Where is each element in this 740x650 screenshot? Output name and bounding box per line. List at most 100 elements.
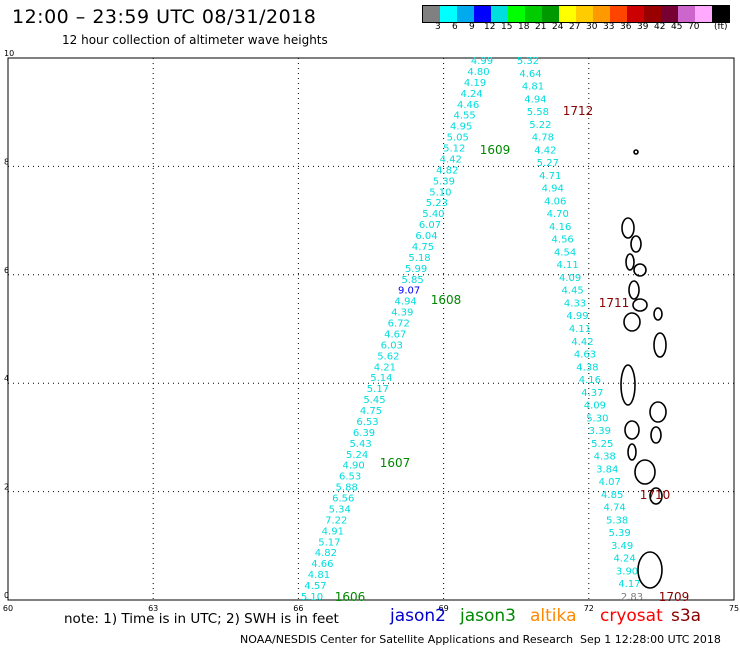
y-tick-label: 8 bbox=[4, 157, 9, 166]
x-tick-label: 72 bbox=[584, 604, 594, 613]
track-swh-label: 4.39 bbox=[391, 308, 413, 319]
colorbar-label: 45 bbox=[671, 22, 683, 32]
colorbar-swatch bbox=[695, 6, 712, 22]
colorbar-swatch bbox=[610, 6, 627, 22]
colorbar-swatch bbox=[576, 6, 593, 22]
track-swh-label: 5.12 bbox=[443, 144, 465, 155]
x-tick-label: 66 bbox=[293, 604, 303, 613]
track-swh-label: 5.62 bbox=[377, 351, 399, 362]
legend-jason3: jason3 bbox=[460, 606, 516, 626]
track-swh-label: 5.34 bbox=[329, 504, 351, 515]
track-swh-label: 4.82 bbox=[315, 548, 337, 559]
colorbar-label: 36 bbox=[620, 22, 632, 32]
track-swh-label: 5.27 bbox=[537, 158, 559, 169]
y-tick-label: 2 bbox=[4, 483, 9, 492]
track-swh-label: 5.39 bbox=[433, 176, 455, 187]
track-swh-label: 4.91 bbox=[322, 526, 344, 537]
track-swh-label: 9.07 bbox=[398, 286, 420, 297]
colorbar-swatch bbox=[627, 6, 644, 22]
colorbar-swatch bbox=[440, 6, 457, 22]
track-swh-label: 4.99 bbox=[566, 311, 588, 322]
track-swh-label: 4.45 bbox=[561, 286, 583, 297]
track-swh-label: 4.57 bbox=[304, 581, 326, 592]
pass-time-label: 1607 bbox=[380, 456, 411, 470]
track-swh-label: 4.95 bbox=[450, 122, 472, 133]
track-swh-label: 4.19 bbox=[464, 78, 486, 89]
track-swh-label: 4.07 bbox=[599, 477, 621, 488]
island-outline bbox=[632, 298, 648, 312]
track-swh-label: 5.39 bbox=[608, 528, 630, 539]
track-swh-label: 4.21 bbox=[374, 362, 396, 373]
track-swh-label: 4.16 bbox=[549, 222, 571, 233]
colorbar-swatch bbox=[678, 6, 695, 22]
y-tick-label: 10 bbox=[4, 49, 14, 58]
colorbar-label: 33 bbox=[603, 22, 615, 32]
x-tick-label: 63 bbox=[148, 604, 158, 613]
island-outline bbox=[633, 263, 647, 277]
track-swh-label: 4.80 bbox=[467, 67, 489, 78]
track-swh-label: 4.06 bbox=[544, 196, 566, 207]
colorbar-label: 30 bbox=[586, 22, 598, 32]
track-swh-label: 4.85 bbox=[601, 490, 623, 501]
colorbar-label: 18 bbox=[518, 22, 530, 32]
track-swh-label: 4.56 bbox=[552, 235, 574, 246]
map-frame bbox=[7, 57, 735, 601]
track-swh-label: 5.38 bbox=[606, 515, 628, 526]
colorbar-label: 15 bbox=[501, 22, 513, 32]
pass-time-label: 1608 bbox=[431, 293, 462, 307]
colorbar-swatch bbox=[423, 6, 440, 22]
x-tick-label: 60 bbox=[3, 604, 13, 613]
pass-time-label: 1711 bbox=[599, 296, 630, 310]
colorbar-swatch bbox=[474, 6, 491, 22]
track-swh-label: 3.90 bbox=[616, 566, 638, 577]
track-swh-label: 5.85 bbox=[401, 275, 423, 286]
track-swh-label: 4.24 bbox=[613, 554, 635, 565]
track-swh-label: 4.75 bbox=[412, 242, 434, 253]
track-swh-label: 5.99 bbox=[405, 264, 427, 275]
colorbar-label: 12 bbox=[484, 22, 496, 32]
island-outline bbox=[637, 551, 663, 589]
colorbar-swatch bbox=[542, 6, 559, 22]
track-swh-label: 4.38 bbox=[576, 362, 598, 373]
track-swh-label: 4.55 bbox=[454, 111, 476, 122]
island-outline bbox=[650, 426, 662, 444]
track-swh-label: 4.33 bbox=[564, 298, 586, 309]
track-swh-label: 5.58 bbox=[527, 107, 549, 118]
legend-jason2: jason2 bbox=[390, 606, 446, 626]
track-swh-label: 4.46 bbox=[457, 100, 479, 111]
island-outline bbox=[623, 312, 641, 332]
island-outline bbox=[625, 253, 635, 271]
colorbar-label: 6 bbox=[452, 22, 458, 32]
track-swh-label: 3.39 bbox=[589, 426, 611, 437]
colorbar-label: 9 bbox=[469, 22, 475, 32]
track-swh-label: 5.10 bbox=[301, 592, 323, 603]
island-outline bbox=[633, 149, 639, 155]
colorbar-label: 21 bbox=[535, 22, 547, 32]
map-title: 12:00 – 23:59 UTC 08/31/2018 bbox=[12, 6, 317, 28]
track-swh-label: 6.04 bbox=[415, 231, 437, 242]
colorbar-swatch bbox=[525, 6, 542, 22]
track-swh-label: 6.53 bbox=[339, 472, 361, 483]
track-swh-label: 5.88 bbox=[336, 483, 358, 494]
track-swh-label: 5.43 bbox=[349, 439, 371, 450]
track-swh-label: 4.11 bbox=[556, 260, 578, 271]
track-swh-label: 5.40 bbox=[422, 209, 444, 220]
track-swh-label: 5.10 bbox=[429, 187, 451, 198]
x-tick-label: 69 bbox=[439, 604, 449, 613]
track-swh-label: 4.11 bbox=[569, 324, 591, 335]
colorbar-swatch bbox=[644, 6, 661, 22]
island-outline bbox=[621, 217, 635, 239]
track-swh-label: 4.74 bbox=[604, 503, 626, 514]
track-swh-label: 5.45 bbox=[363, 395, 385, 406]
colorbar-swatch bbox=[491, 6, 508, 22]
pass-time-label: 1609 bbox=[480, 143, 511, 157]
track-swh-label: 4.42 bbox=[571, 337, 593, 348]
colorbar-label: 70 bbox=[688, 22, 700, 32]
pass-time-label: 1712 bbox=[563, 104, 594, 118]
island-outline bbox=[627, 443, 637, 461]
track-swh-label: 4.64 bbox=[519, 69, 541, 80]
track-swh-label: 5.22 bbox=[529, 120, 551, 131]
colorbar-swatch bbox=[457, 6, 474, 22]
track-swh-label: 4.82 bbox=[436, 165, 458, 176]
